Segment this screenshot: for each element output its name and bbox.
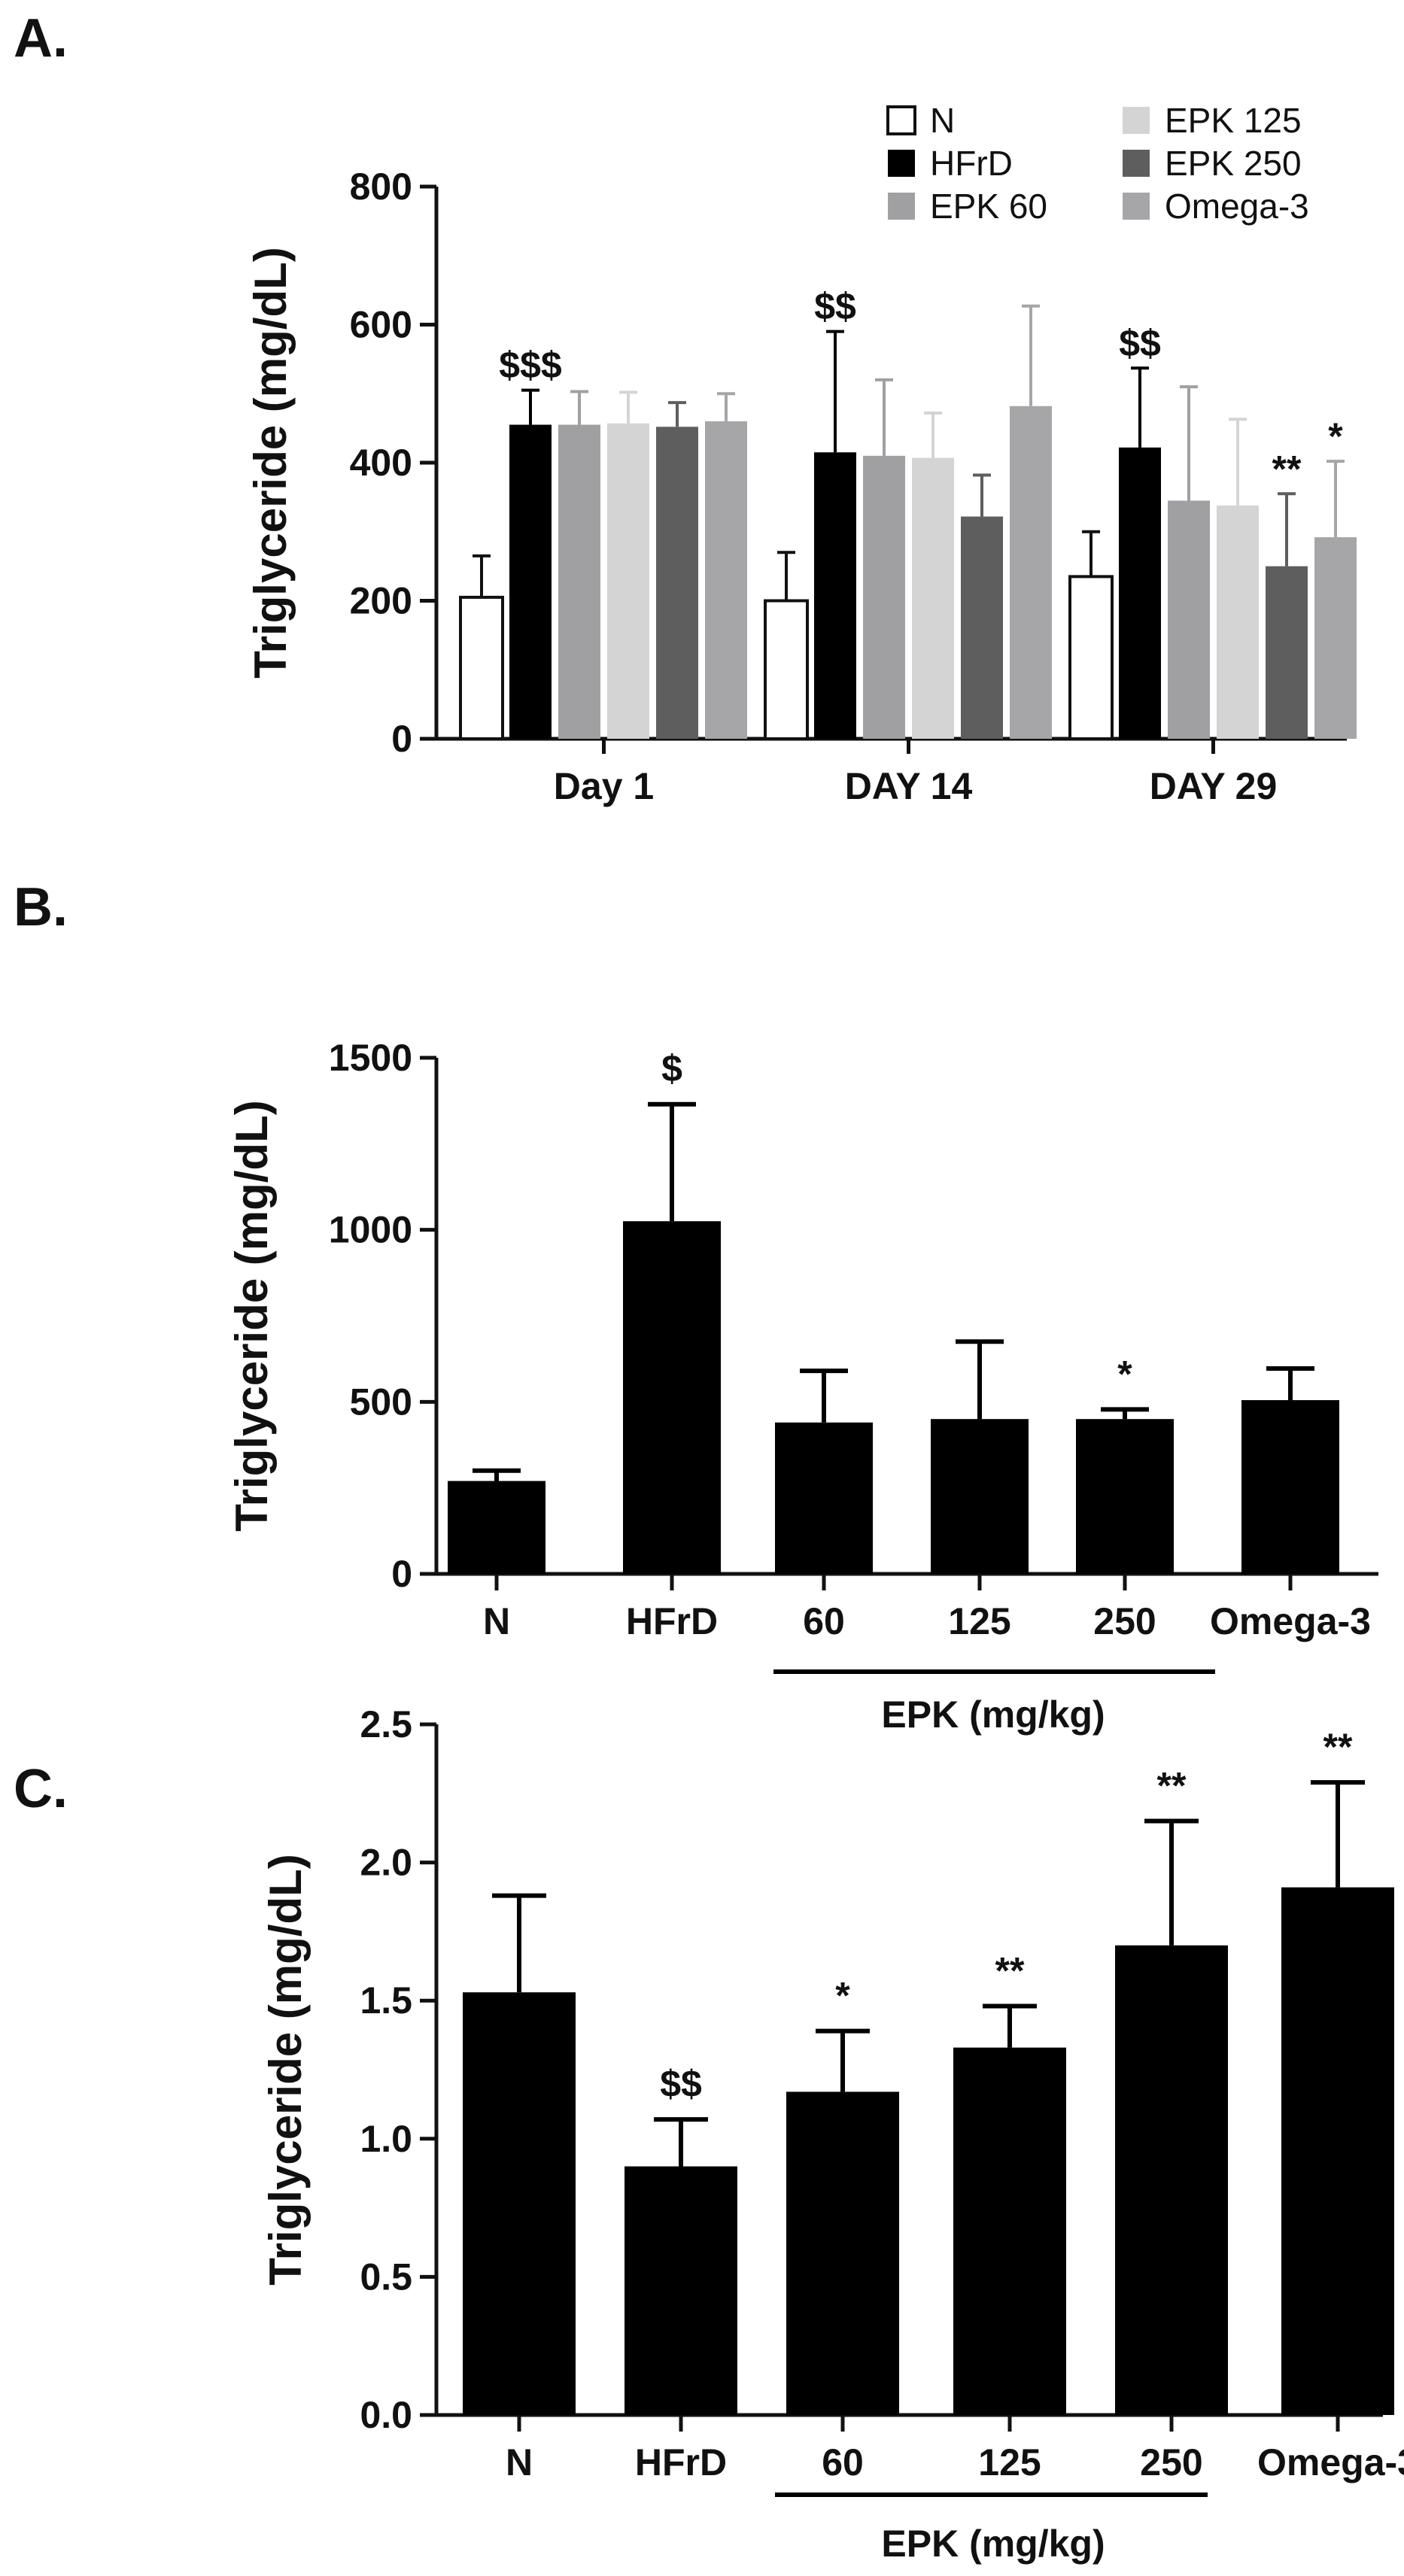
panel-b-category-label: 125 [948, 1600, 1010, 1642]
panel-b-category-label: HFrD [626, 1600, 718, 1642]
panel-b-bar [448, 1481, 545, 1574]
panel-a-chart: A. 0 200 400 600 800 Triglyceride (mg/dL) $$$ Da… [14, 8, 1357, 807]
panel-c-sig-label: $$ [660, 2063, 702, 2105]
panel-b-sig-label: $ [661, 1048, 682, 1090]
panel-b-category-label: Omega-3 [1210, 1600, 1371, 1642]
panel-c-sig-label: ** [995, 1950, 1025, 1992]
panel-c-ytick-label: 0.5 [360, 2256, 412, 2298]
panel-b-category-label: N [483, 1600, 510, 1642]
panel-b-ytick-label: 1500 [329, 1037, 412, 1079]
panel-a-bar [814, 452, 856, 739]
panel-c-bar [463, 1992, 576, 2415]
panel-a-legend-label: Omega-3 [1165, 187, 1309, 226]
panel-c-ytick-label: 0.0 [360, 2394, 412, 2436]
panel-a-legend-swatch [1123, 193, 1150, 220]
panel-c-category-label: HFrD [635, 2441, 727, 2483]
panel-a-legend-swatch [1123, 107, 1150, 134]
panel-a-legend-label: N [930, 101, 955, 140]
panel-a-category-label: Day 1 [554, 765, 654, 807]
panel-a-category-label: DAY 14 [845, 765, 973, 807]
panel-b-label: B. [14, 877, 68, 937]
panel-c-bar [1115, 1945, 1228, 2415]
panel-b-y-axis-title: Triglyceride (mg/dL) [226, 1100, 277, 1531]
panel-a-bar [509, 424, 552, 739]
panel-a-bar [1314, 537, 1357, 739]
panel-a-bar [1068, 575, 1114, 741]
panel-a-bar [1119, 447, 1161, 739]
panel-b-category-label: 250 [1093, 1600, 1156, 1642]
panel-a-bar [1010, 406, 1052, 739]
panel-b-bar [623, 1221, 721, 1574]
panel-c-bar [1281, 1887, 1394, 2415]
panel-a-bar [607, 423, 649, 739]
panel-b-bar [1076, 1419, 1174, 1574]
panel-a-bar [1217, 505, 1259, 739]
panel-a-sig-label: $$ [814, 286, 856, 328]
panel-a-bar [961, 516, 1003, 739]
panel-a-bar [912, 457, 954, 739]
panel-a-legend-swatch [886, 105, 916, 135]
panel-a-bar [459, 595, 504, 740]
panel-c-sig-label: ** [1323, 1726, 1353, 1768]
panel-a-legend-swatch [888, 193, 915, 220]
panel-a-sig-label: $$$ [499, 345, 562, 387]
panel-c-category-label: 250 [1140, 2441, 1202, 2483]
panel-c-category-label: Omega-3 [1257, 2441, 1404, 2483]
panel-a-legend-swatch [888, 150, 915, 177]
panel-a-legend-label: EPK 60 [930, 187, 1047, 226]
panel-a-bar [558, 424, 600, 739]
panel-a-y-axis-title: Triglyceride (mg/dL) [245, 247, 296, 678]
panel-c-bar [786, 2091, 899, 2415]
panel-a-ytick-label: 600 [350, 304, 412, 346]
panel-b-bar [931, 1419, 1029, 1574]
panel-a-legend-swatch [1123, 150, 1150, 177]
panel-b-ytick-label: 500 [350, 1381, 412, 1423]
panel-a-sig-label: ** [1272, 448, 1302, 490]
panel-a-legend-label: EPK 250 [1165, 144, 1302, 183]
panel-c-ytick-label: 2.0 [360, 1842, 412, 1884]
panel-a-bar [656, 427, 698, 739]
panel-c-category-label: 60 [822, 2441, 864, 2483]
panel-c-label: C. [14, 1759, 68, 1819]
panel-a-bar [705, 421, 747, 739]
panel-c-group-label: EPK (mg/kg) [881, 2523, 1105, 2565]
panel-b-category-label: 60 [803, 1600, 845, 1642]
panel-a-bar [1266, 566, 1308, 739]
panel-a-bar [1168, 500, 1210, 739]
panel-b-group-label: EPK (mg/kg) [881, 1694, 1105, 1736]
panel-c-sig-label: ** [1157, 1765, 1187, 1807]
panel-a-sig-label: * [1328, 415, 1343, 457]
panel-c-y-axis-title: Triglyceride (mg/dL) [260, 1854, 311, 2285]
panel-c-category-label: N [506, 2441, 533, 2483]
panel-a-legend-label: EPK 125 [1165, 101, 1302, 140]
panel-a-ytick-label: 0 [391, 718, 412, 760]
panel-c-category-label: 125 [978, 2441, 1041, 2483]
panel-b-bar [775, 1422, 873, 1574]
panel-b-ytick-label: 0 [391, 1553, 412, 1595]
panel-a-sig-label: $$ [1119, 322, 1161, 364]
panel-a-legend-label: HFrD [930, 144, 1013, 183]
panel-b-bar [1241, 1400, 1339, 1574]
panel-c-chart: C. 0.0 0.5 1.0 1.5 2.0 2.5 Triglyceride (mg/dL)… [14, 1703, 1404, 2565]
panel-a-category-label: DAY 29 [1150, 765, 1278, 807]
panel-c-ytick-label: 1.5 [360, 1979, 412, 2022]
panel-a-bar [764, 599, 809, 740]
panel-a-label: A. [14, 8, 68, 68]
panel-c-sig-label: * [835, 1975, 850, 2017]
panel-a-ytick-label: 200 [350, 580, 412, 622]
panel-c-ytick-label: 2.5 [360, 1703, 412, 1745]
panel-c-ytick-label: 1.0 [360, 2118, 412, 2160]
panel-c-bar [625, 2166, 737, 2415]
panel-b-chart: B. 0 500 1000 1500 Triglyceride (mg/dL) N HFrD $… [14, 877, 1378, 1736]
panel-c-bar [953, 2047, 1066, 2415]
panel-a-ytick-label: 800 [350, 166, 412, 208]
panel-a-bar [863, 455, 905, 739]
panel-a-ytick-label: 400 [350, 442, 412, 484]
panel-b-sig-label: * [1117, 1353, 1132, 1395]
panel-b-ytick-label: 1000 [329, 1209, 412, 1251]
